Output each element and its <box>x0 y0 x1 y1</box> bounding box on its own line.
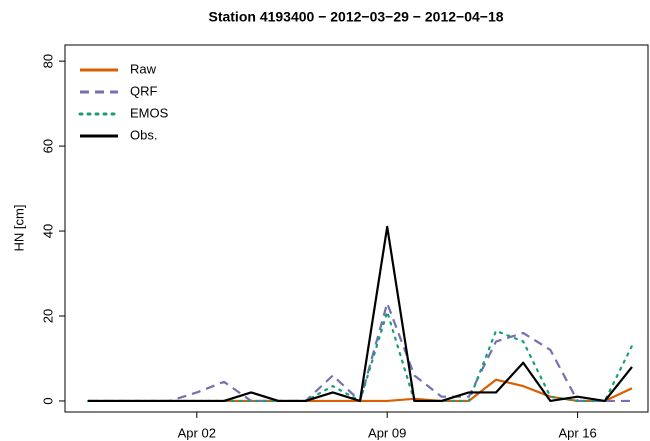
x-tick-label: Apr 16 <box>558 425 596 440</box>
legend-label: EMOS <box>130 105 169 120</box>
y-axis-label: HN [cm] <box>11 205 26 252</box>
y-tick-label: 40 <box>40 224 55 238</box>
y-tick-label: 0 <box>40 397 55 404</box>
series-line <box>86 310 634 403</box>
x-tick-label: Apr 09 <box>368 425 406 440</box>
y-tick-label: 80 <box>40 54 55 68</box>
x-tick-label: Apr 02 <box>178 425 216 440</box>
legend-label: Raw <box>130 61 157 76</box>
series-line <box>88 225 633 403</box>
legend-label: Obs. <box>130 127 157 142</box>
legend-label: QRF <box>130 83 158 98</box>
y-tick-label: 60 <box>40 139 55 153</box>
chart-title: Station 4193400 − 2012−03−29 − 2012−04−1… <box>208 9 503 25</box>
plot-frame <box>64 44 649 413</box>
y-tick-label: 20 <box>40 309 55 323</box>
series-line <box>88 302 632 403</box>
